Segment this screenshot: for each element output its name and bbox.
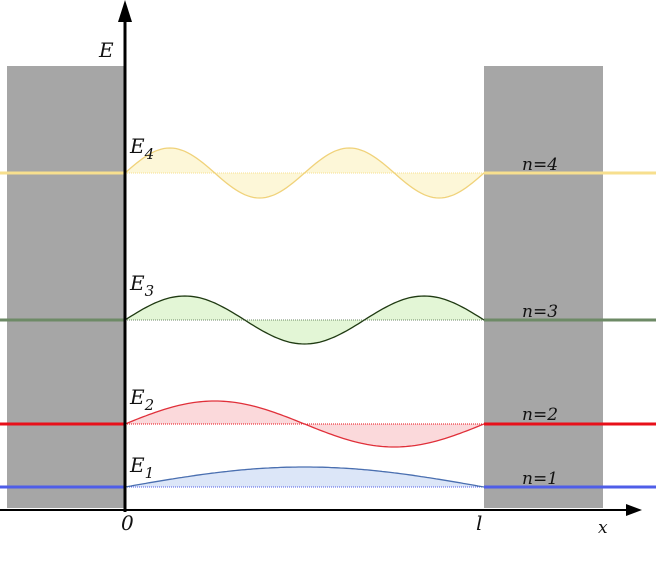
energy-subscript: 4 xyxy=(144,145,155,163)
energy-label: E2 xyxy=(129,385,154,414)
box-end-label: l xyxy=(476,511,482,535)
origin-label: 0 xyxy=(121,511,134,535)
y-arrow xyxy=(118,0,132,22)
energy-symbol: E xyxy=(129,453,145,477)
wavefunction xyxy=(124,400,485,448)
energy-subscript: 3 xyxy=(145,282,155,300)
x-label: x xyxy=(598,518,608,538)
right-wall xyxy=(484,66,603,508)
wavefunction xyxy=(124,466,485,488)
energy-label: E4 xyxy=(129,134,154,163)
wavefunction xyxy=(124,295,485,345)
energy-subscript: 2 xyxy=(144,396,155,414)
state-label: n=2 xyxy=(522,405,558,425)
energy-label: E1 xyxy=(129,453,154,482)
wavefunction xyxy=(124,147,485,199)
state-label: n=1 xyxy=(522,469,558,489)
energy-symbol: E xyxy=(129,385,145,409)
wave-fill xyxy=(125,296,484,344)
energy-label: E3 xyxy=(129,271,154,300)
left-wall xyxy=(7,66,124,508)
energy-subscript: 1 xyxy=(145,464,155,482)
state-label: n=3 xyxy=(522,302,558,322)
state-label: n=4 xyxy=(522,155,558,175)
energy-symbol: E xyxy=(129,134,145,158)
x-arrow xyxy=(626,504,642,516)
wave-fill xyxy=(125,467,484,487)
y-label: E xyxy=(98,38,114,62)
energy-symbol: E xyxy=(129,271,145,295)
